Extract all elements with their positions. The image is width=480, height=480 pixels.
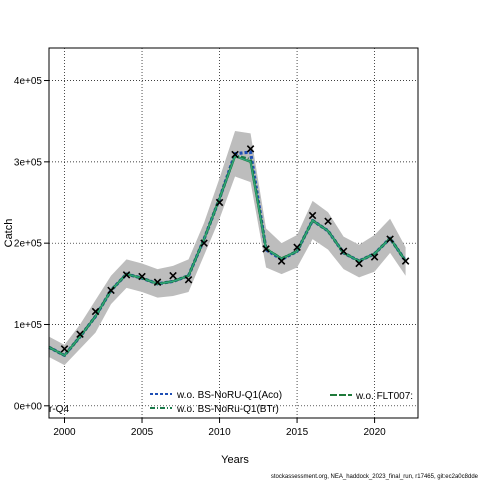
observed-point [200, 239, 208, 247]
x-axis-label: Years [221, 454, 249, 466]
observed-point [386, 235, 394, 243]
y-axis-label: Catch [3, 219, 15, 248]
x-axis: 2000 2005 2010 2015 2020 [53, 418, 386, 438]
x-tick-label: 2005 [131, 427, 154, 438]
observed-point [107, 286, 115, 295]
legend-label-flt007: w.o. FLT007: [355, 391, 413, 402]
plot-frame [48, 47, 419, 419]
observed-point [91, 307, 100, 316]
y-tick-label: 1e+05 [14, 320, 43, 331]
observed-point [370, 253, 379, 261]
observed-points-layer [60, 145, 410, 353]
observed-point [277, 257, 286, 265]
observed-point [169, 271, 177, 280]
observed-point [153, 278, 162, 286]
observed-point [184, 275, 193, 284]
observed-point [60, 345, 69, 353]
observed-point [231, 150, 239, 159]
observed-point [262, 245, 270, 253]
observed-point [308, 211, 317, 220]
legend-label-aco: w.o. BS-NoRU-Q1(Aco) [176, 390, 282, 401]
legend: w.o. BS-NoRU-Q1(Aco) w.o. BS-NoRu-Q1(BTr… [49, 390, 413, 415]
observed-point [355, 259, 363, 268]
y-tick-label: 2e+05 [14, 239, 43, 250]
y-tick-label: 4e+05 [14, 76, 43, 87]
legend-label-btr: w.o. BS-NoRu-Q1(BTr) [176, 404, 279, 415]
credit-text: stockassessment.org, NEA_haddock_2023_fi… [271, 474, 479, 480]
observed-point [138, 272, 146, 281]
observed-point [293, 243, 301, 251]
observed-point [76, 330, 84, 339]
observed-point [246, 145, 255, 153]
observed-point [339, 247, 348, 256]
x-tick-label: 2000 [53, 427, 76, 438]
y-tick-label: 3e+05 [14, 157, 43, 168]
x-tick-label: 2010 [208, 427, 231, 438]
y-axis: 0e+00 1e+05 2e+05 3e+05 4e+05 [14, 76, 49, 412]
x-tick-label: 2020 [363, 427, 386, 438]
legend-clipped-label: r-Q4 [49, 404, 69, 415]
observed-point [215, 198, 224, 207]
observed-point [122, 271, 131, 279]
x-tick-label: 2015 [286, 427, 309, 438]
y-tick-label: 0e+00 [14, 401, 43, 412]
observed-point [401, 257, 410, 265]
observed-point [324, 217, 332, 225]
